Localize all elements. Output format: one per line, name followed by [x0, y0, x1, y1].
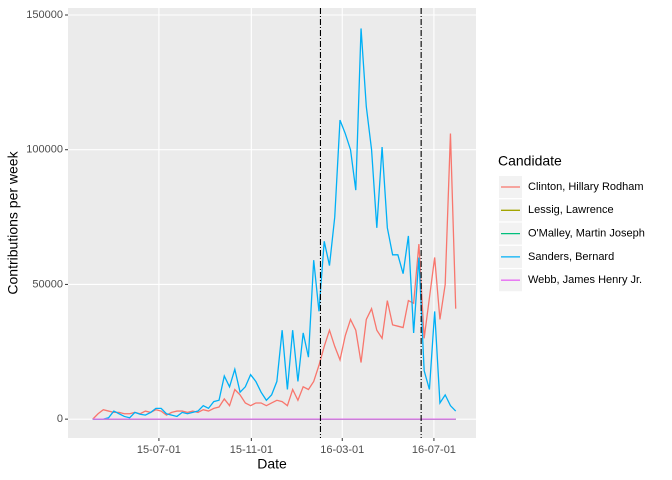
legend-label: O'Malley, Martin Joseph	[528, 228, 645, 240]
legend-label: Webb, James Henry Jr.	[528, 274, 642, 286]
legend-label: Sanders, Bernard	[528, 251, 614, 263]
series-line	[92, 28, 457, 420]
x-axis-label: Date	[257, 456, 287, 472]
y-tick-label: 50000	[32, 278, 63, 290]
x-tick-label: 15-11-01	[230, 444, 273, 456]
x-tick-label: 16-03-01	[320, 444, 364, 456]
y-tick-label: 150000	[26, 9, 63, 21]
legend-label: Clinton, Hillary Rodham	[528, 181, 644, 193]
y-tick-label: 100000	[26, 144, 63, 156]
y-axis-label: Contributions per week	[5, 150, 21, 294]
legend-title: Candidate	[498, 153, 562, 169]
x-tick-label: 16-07-01	[412, 444, 456, 456]
x-tick-label: 15-07-01	[137, 444, 181, 456]
panel	[68, 8, 476, 438]
y-tick-label: 0	[57, 413, 63, 425]
legend-label: Lessig, Lawrence	[528, 204, 614, 216]
